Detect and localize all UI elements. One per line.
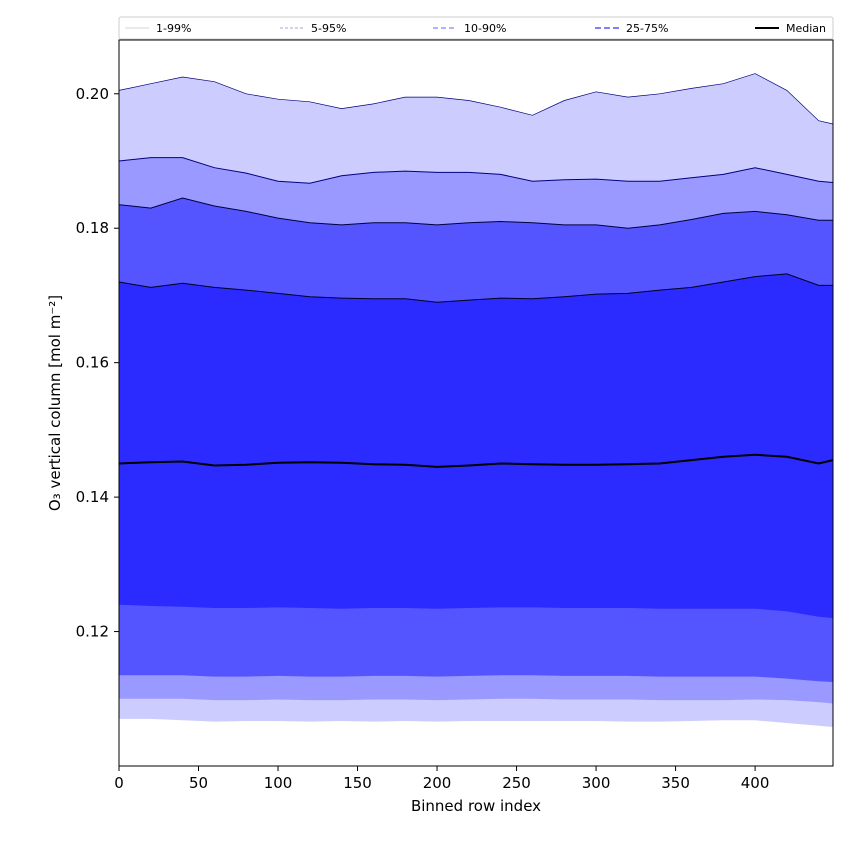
y-tick-label: 0.16 [76,354,109,372]
x-tick-label: 250 [502,774,531,792]
x-tick-label: 150 [343,774,372,792]
y-tick-label: 0.18 [76,219,109,237]
x-axis-label: Binned row index [411,797,541,815]
median-line [118,453,834,468]
percentile-bands [118,73,834,728]
x-tick-label: 400 [741,774,770,792]
x-tick-label: 0 [114,774,124,792]
band-1-99%-upper-line [118,73,834,125]
x-tick-label: 200 [423,774,452,792]
x-tick-label: 50 [189,774,208,792]
y-tick-label: 0.14 [76,488,109,506]
y-axis-label: O₃ vertical column [mol m⁻²] [46,295,64,511]
legend-entry: 10-90% [464,22,506,35]
x-tick-label: 100 [264,774,293,792]
band-5-95%-upper-line [118,157,834,184]
band-25-75%-upper-line [118,273,833,303]
y-axis: 0.12 0.14 0.16 0.18 0.20 [76,85,119,641]
y-tick-label: 0.12 [76,623,109,641]
legend-entry: 25-75% [626,22,668,35]
legend-entry: 1-99% [156,22,191,35]
legend-entry: Median [786,22,826,35]
x-axis: 0 50 100 150 200 250 300 350 400 [114,766,769,792]
legend: 1-99% 5-95% 10-90% 25-75% Median [118,16,834,40]
plot-frame [118,39,834,767]
legend-entry: 5-95% [311,22,346,35]
band-25-75%-area [119,273,833,619]
x-tick-label: 350 [661,774,690,792]
x-tick-label: 300 [582,774,611,792]
y-tick-label: 0.20 [76,85,109,103]
band-10-90%-upper-line [118,197,833,229]
legend-box [118,16,834,40]
median-layer [118,453,834,468]
